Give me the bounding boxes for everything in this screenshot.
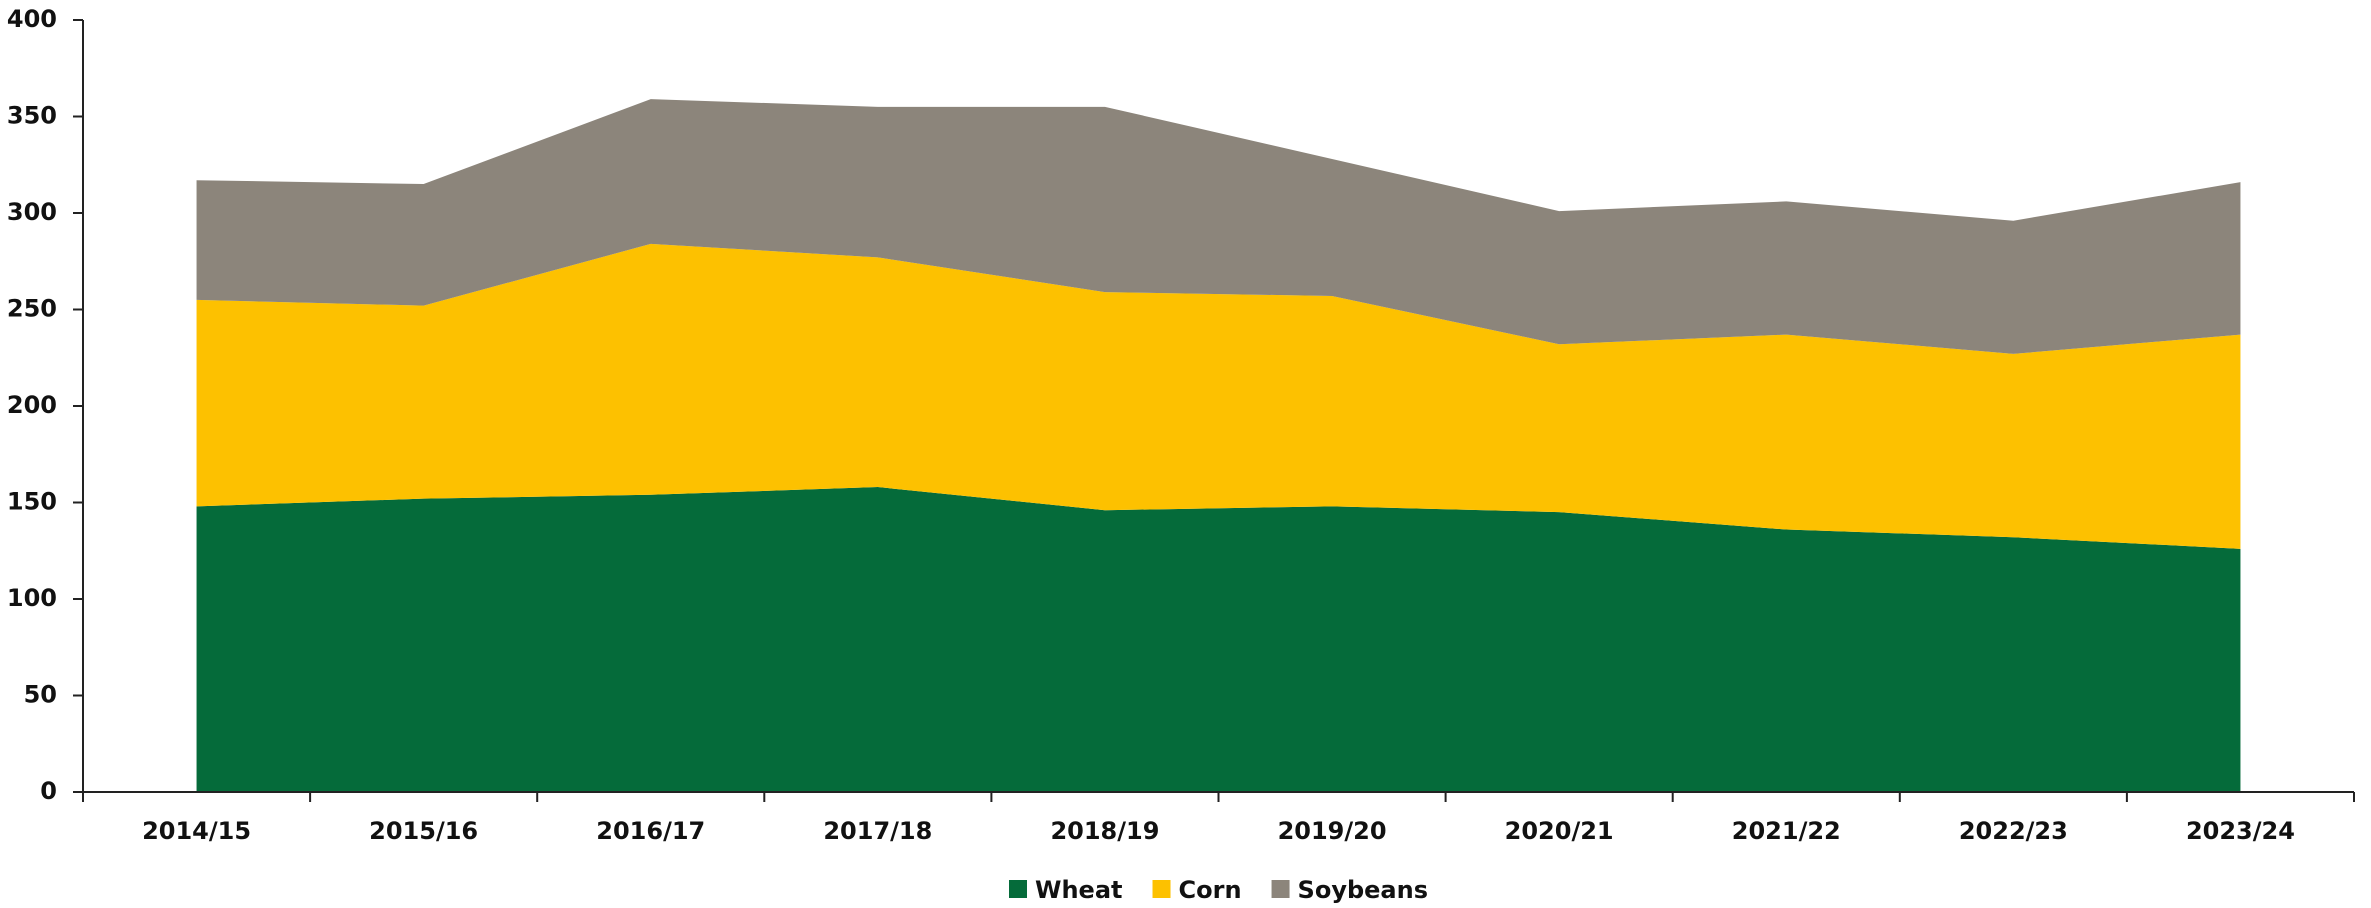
y-tick-label: 300: [7, 198, 57, 226]
legend-label: Soybeans: [1298, 876, 1428, 904]
y-tick-label: 0: [40, 777, 57, 805]
x-tick-label: 2020/21: [1505, 817, 1614, 845]
legend-swatch: [1271, 880, 1290, 898]
y-tick-label: 50: [24, 681, 57, 709]
area: [196, 243, 2241, 549]
x-tick-label: 2016/17: [596, 817, 705, 845]
y-tick-label: 100: [7, 584, 57, 612]
legend-label: Wheat: [1035, 876, 1123, 904]
area: [196, 487, 2241, 792]
areas: [196, 99, 2241, 792]
x-tick-label: 2015/16: [369, 817, 478, 845]
x-tick-label: 2014/15: [142, 817, 251, 845]
y-tick-label: 150: [7, 488, 57, 516]
x-tick-label: 2023/24: [2186, 817, 2295, 845]
legend-swatch: [1152, 880, 1171, 898]
legend-label: Corn: [1179, 876, 1242, 904]
legend-swatch: [1009, 880, 1027, 898]
y-tick-label: 250: [7, 295, 57, 323]
x-tick-label: 2022/23: [1959, 817, 2068, 845]
area: [196, 99, 2241, 354]
y-tick-label: 350: [7, 102, 57, 130]
x-tick-label: 2019/20: [1278, 817, 1387, 845]
y-tick-label: 400: [7, 5, 57, 33]
y-tick-label: 200: [7, 391, 57, 419]
x-tick-label: 2017/18: [823, 817, 932, 845]
x-tick-label: 2021/22: [1732, 817, 1841, 845]
x-tick-label: 2018/19: [1050, 817, 1159, 845]
legend: Wheat Corn Soybeans: [1009, 876, 1428, 904]
